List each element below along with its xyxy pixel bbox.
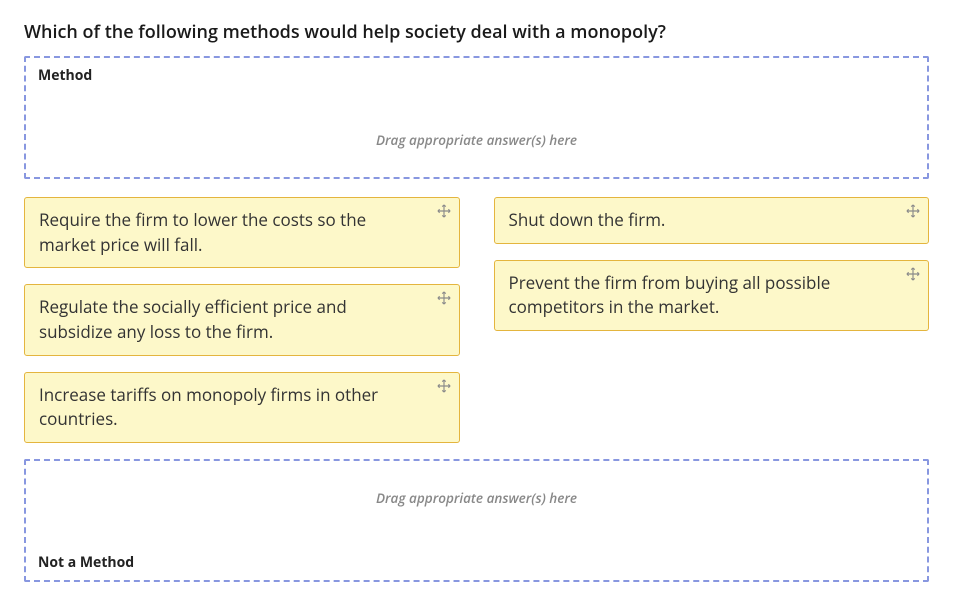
answer-card[interactable]: Require the firm to lower the costs so t…: [24, 197, 460, 268]
question-text: Which of the following methods would hel…: [24, 20, 929, 44]
card-text: Prevent the firm from buying all possibl…: [509, 271, 831, 319]
dropzone-method-hint: Drag appropriate answer(s) here: [38, 131, 915, 149]
dropzone-method[interactable]: Method Drag appropriate answer(s) here: [24, 56, 929, 179]
card-text: Increase tariffs on monopoly firms in ot…: [39, 383, 378, 431]
answer-card[interactable]: Increase tariffs on monopoly firms in ot…: [24, 372, 460, 443]
move-icon: [437, 379, 451, 393]
dropzone-method-label: Method: [38, 66, 915, 85]
answer-cards-container: Require the firm to lower the costs so t…: [24, 197, 929, 443]
answer-card[interactable]: Shut down the firm.: [494, 197, 930, 244]
card-text: Require the firm to lower the costs so t…: [39, 208, 366, 256]
dropzone-not-method[interactable]: Drag appropriate answer(s) here Not a Me…: [24, 459, 929, 582]
dropzone-not-method-hint: Drag appropriate answer(s) here: [38, 489, 915, 507]
move-icon: [437, 291, 451, 305]
card-text: Shut down the firm.: [509, 208, 666, 231]
answer-card[interactable]: Regulate the socially efficient price an…: [24, 284, 460, 355]
card-text: Regulate the socially efficient price an…: [39, 295, 347, 343]
answer-card[interactable]: Prevent the firm from buying all possibl…: [494, 260, 930, 331]
move-icon: [906, 204, 920, 218]
cards-column-right: Shut down the firm. Prevent the firm fro…: [494, 197, 930, 443]
move-icon: [437, 204, 451, 218]
dropzone-not-method-label: Not a Method: [38, 553, 915, 572]
cards-column-left: Require the firm to lower the costs so t…: [24, 197, 460, 443]
move-icon: [906, 267, 920, 281]
